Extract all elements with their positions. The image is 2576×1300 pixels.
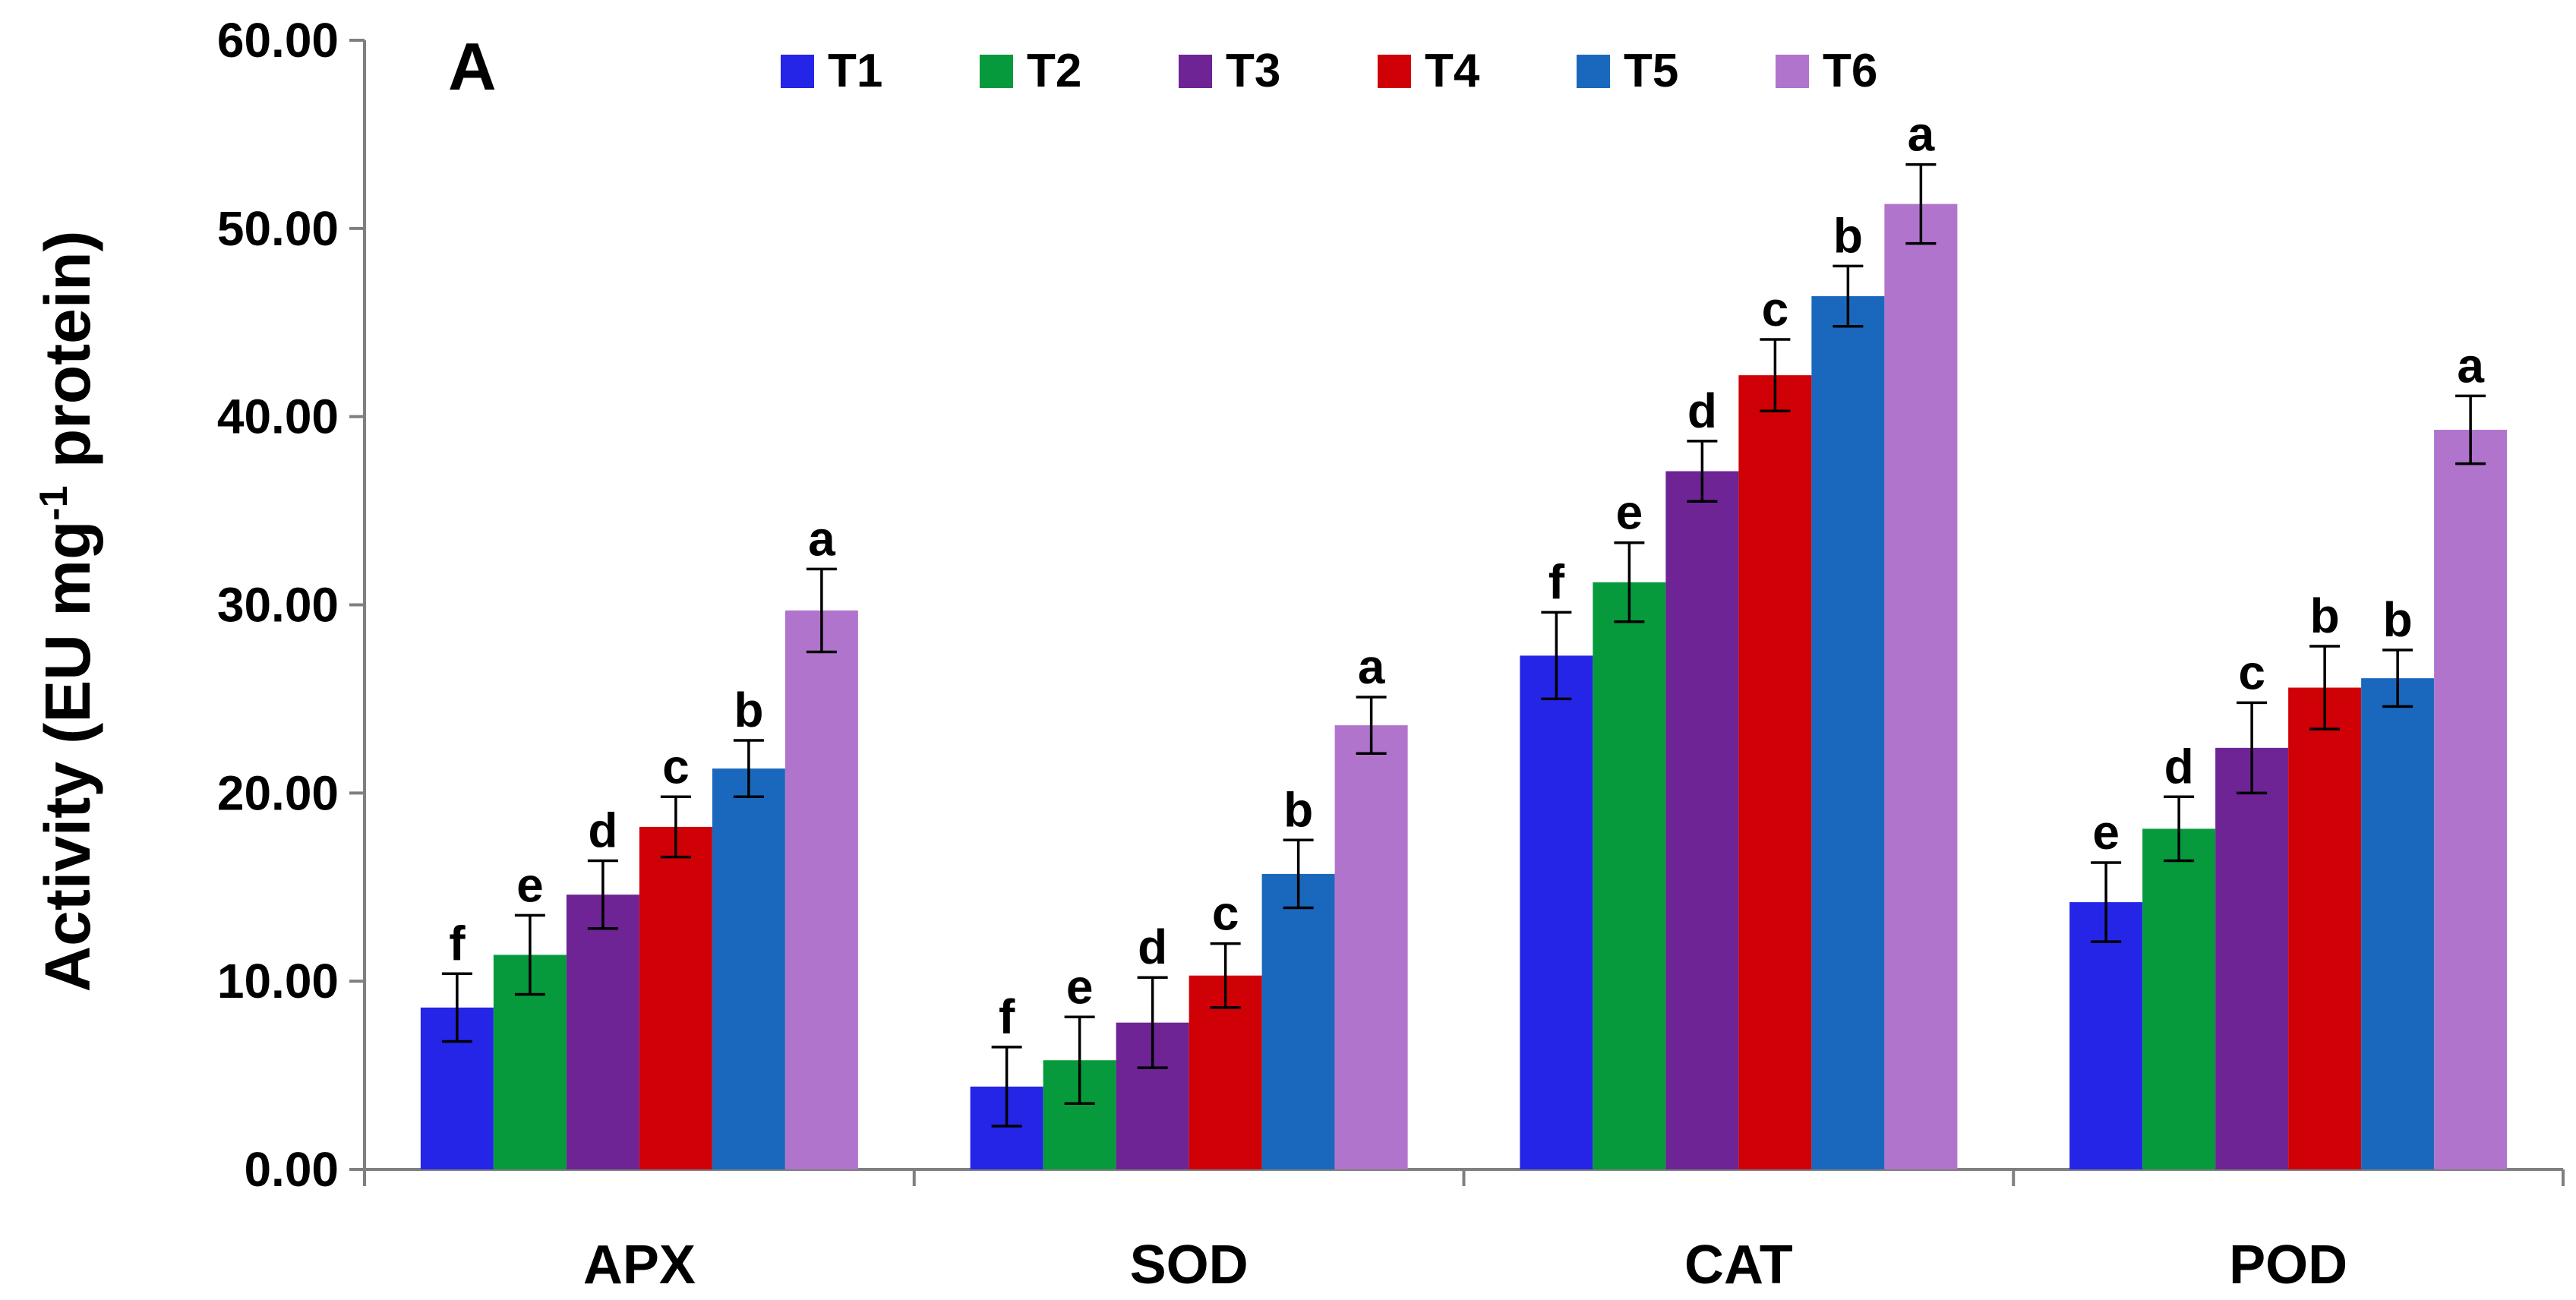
bar-t4-cat xyxy=(1738,375,1812,1170)
bar-t3-pod xyxy=(2215,747,2289,1169)
significance-letter: b xyxy=(1833,208,1863,263)
legend-swatch-t1 xyxy=(781,55,814,88)
bar-t6-pod xyxy=(2434,430,2508,1169)
x-category-label: POD xyxy=(2229,1235,2347,1295)
bar-t6-sod xyxy=(1334,725,1408,1169)
y-axis-title-main: Activity (EU mg xyxy=(32,521,103,992)
bar-t4-pod xyxy=(2288,687,2362,1169)
significance-letter: b xyxy=(1283,782,1313,837)
significance-letter: e xyxy=(2092,805,2120,860)
x-axis: APX SOD CAT POD xyxy=(363,1168,2565,1295)
bar-t5-pod xyxy=(2361,678,2435,1169)
bar-t3-apx xyxy=(566,895,639,1169)
significance-letter: f xyxy=(999,989,1015,1044)
bar-t2-cat xyxy=(1593,582,1666,1169)
x-category-label: SOD xyxy=(1130,1235,1249,1295)
y-tick-label: 40.00 xyxy=(217,390,339,444)
significance-letter: f xyxy=(449,916,466,970)
legend-label-t1: T1 xyxy=(828,45,882,97)
legend-label-t6: T6 xyxy=(1823,45,1877,97)
significance-letter: e xyxy=(1616,485,1643,540)
significance-letter: b xyxy=(2310,588,2340,643)
legend-swatch-t6 xyxy=(1776,55,1809,88)
y-tick-label: 10.00 xyxy=(217,954,339,1008)
y-axis-title: Activity (EU mg-1 protein) xyxy=(32,231,103,992)
bar-t1-pod xyxy=(2069,902,2143,1169)
bar-t6-apx xyxy=(784,610,858,1169)
bar-t4-apx xyxy=(639,826,712,1169)
significance-letter: b xyxy=(2383,592,2413,647)
significance-letter: d xyxy=(1687,383,1717,438)
significance-letter: e xyxy=(516,857,544,912)
significance-letter: a xyxy=(1908,107,1935,162)
panel-label: A xyxy=(448,29,497,104)
significance-letter: d xyxy=(588,803,617,858)
legend: T1 T2 T3 T4 T5 T6 xyxy=(781,45,1877,97)
bar-t5-sod xyxy=(1261,873,1335,1169)
significance-letter: d xyxy=(1138,920,1167,974)
y-tick-label: 50.00 xyxy=(217,201,339,256)
significance-letter: c xyxy=(2238,645,2265,699)
y-axis-title-end: protein) xyxy=(32,231,103,486)
legend-label-t5: T5 xyxy=(1624,45,1678,97)
significance-letter: c xyxy=(1212,886,1239,941)
significance-letter: b xyxy=(734,683,763,737)
significance-letter: f xyxy=(1548,554,1565,609)
x-category-label: APX xyxy=(583,1235,696,1295)
y-tick-label: 30.00 xyxy=(217,578,339,633)
significance-letter: c xyxy=(662,739,690,794)
significance-letter: a xyxy=(808,511,835,566)
bar-t6-cat xyxy=(1884,204,1958,1169)
bar-t2-pod xyxy=(2142,828,2216,1169)
legend-label-t2: T2 xyxy=(1027,45,1081,97)
y-axis-title-superscript: -1 xyxy=(32,485,76,520)
significance-letter: d xyxy=(2164,739,2194,794)
bar-t5-apx xyxy=(712,768,785,1169)
legend-swatch-t2 xyxy=(980,55,1013,88)
legend-label-t3: T3 xyxy=(1226,45,1280,97)
y-axis: 0.00 10.00 20.00 30.00 40.00 50.00 60.00 xyxy=(217,13,366,1197)
legend-label-t4: T4 xyxy=(1425,45,1480,97)
significance-letter: c xyxy=(1762,282,1789,336)
bar-t1-cat xyxy=(1520,655,1593,1169)
legend-swatch-t3 xyxy=(1179,55,1212,88)
y-tick-label: 20.00 xyxy=(217,765,339,820)
significance-letter: a xyxy=(1358,639,1385,694)
significance-letter: a xyxy=(2457,338,2484,393)
legend-swatch-t5 xyxy=(1577,55,1610,88)
x-category-label: CAT xyxy=(1684,1235,1793,1295)
significance-letter: e xyxy=(1066,959,1094,1014)
y-tick-label: 0.00 xyxy=(244,1142,339,1197)
bar-t3-cat xyxy=(1665,471,1739,1169)
y-tick-label: 60.00 xyxy=(217,13,339,68)
legend-swatch-t4 xyxy=(1378,55,1411,88)
bar-t5-cat xyxy=(1811,296,1885,1169)
